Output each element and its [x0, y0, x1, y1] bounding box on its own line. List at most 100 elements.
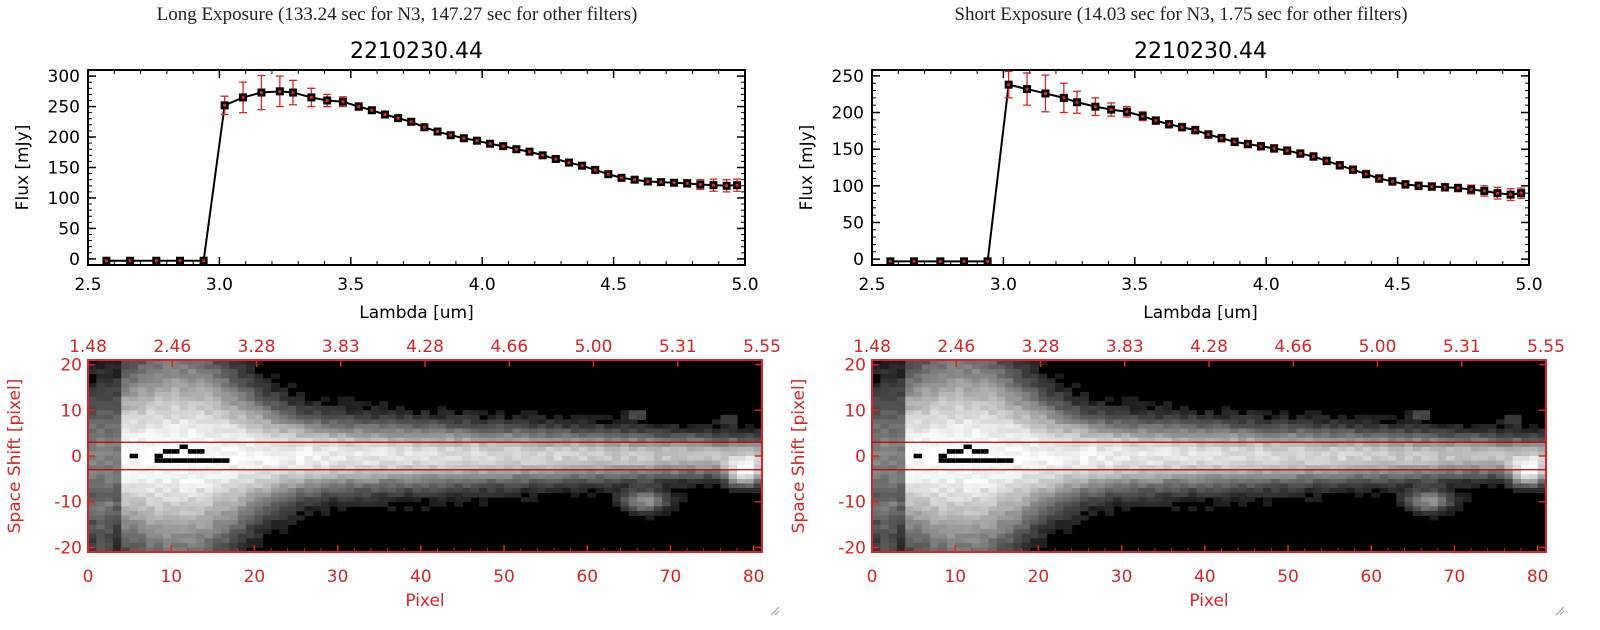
heatmap-cell [88, 446, 97, 452]
heatmap-cell [737, 442, 746, 448]
heatmap-cell [354, 465, 364, 471]
heatmap-cell [1038, 401, 1048, 407]
heatmap-cell [287, 428, 297, 434]
heatmap-cell [1346, 442, 1356, 448]
heatmap-cell [271, 410, 280, 416]
heatmap-cell [905, 378, 915, 384]
heatmap-cell [237, 401, 247, 407]
heatmap-cell [487, 492, 497, 498]
heatmap-cell [1487, 465, 1497, 471]
heatmap-cell [1046, 378, 1056, 384]
heatmap-cell [1346, 465, 1356, 471]
heatmap-cell [1379, 456, 1389, 462]
heatmap-cell [229, 497, 239, 503]
heatmap-cell [1337, 446, 1347, 452]
heatmap-cell [1055, 460, 1064, 466]
heatmap-cell [1146, 428, 1156, 434]
heatmap-cell [938, 373, 948, 379]
heatmap-cell [1229, 478, 1239, 484]
heatmap-cell [1188, 460, 1198, 466]
heatmap-cell [1071, 483, 1081, 489]
heatmap-cell [645, 460, 655, 466]
heatmap-cell [712, 465, 721, 471]
heatmap-cell [96, 488, 106, 494]
heatmap-cell [387, 465, 397, 471]
data-point-center [1154, 119, 1158, 123]
heatmap-cell [1412, 433, 1422, 439]
data-point-center [1167, 122, 1171, 126]
heatmap-cell [1005, 369, 1014, 375]
heatmap-cell [96, 373, 106, 379]
heatmap-cell [1246, 474, 1256, 480]
heatmap-cell [1462, 451, 1472, 457]
heatmap-cell [104, 501, 114, 507]
heatmap-cell [137, 360, 147, 366]
heatmap-cell [1163, 488, 1173, 494]
heatmap-cell [221, 465, 230, 471]
heatmap-cell [1221, 428, 1231, 434]
heatmap-cell [1412, 474, 1422, 480]
x-tick-label: 70 [660, 567, 682, 587]
y-tick-label: 20 [60, 356, 82, 376]
heatmap-cell [1238, 442, 1247, 448]
heatmap-cell [913, 410, 923, 416]
heatmap-cell [88, 442, 97, 448]
heatmap-cell [246, 538, 255, 544]
heatmap-cell [1005, 405, 1014, 411]
heatmap-cell [212, 524, 222, 530]
heatmap-cell [146, 501, 156, 507]
heatmap-cell [129, 360, 139, 366]
heatmap-cell [1346, 437, 1356, 443]
heatmap-cell [1213, 469, 1222, 475]
heatmap-cell [179, 410, 189, 416]
heatmap-cell [1321, 446, 1331, 452]
heatmap-cell [395, 442, 405, 448]
heatmap-cell [1021, 378, 1031, 384]
heatmap-cell [1071, 382, 1081, 388]
heatmap-cell [146, 373, 156, 379]
heatmap-cell [880, 446, 890, 452]
heatmap-cell [1437, 433, 1447, 439]
heatmap-cell [179, 414, 189, 420]
heatmap-cell [162, 405, 172, 411]
heatmap-cell [1021, 410, 1031, 416]
heatmap-cell [179, 437, 189, 443]
heatmap-cell [1238, 501, 1247, 507]
heatmap-cell [1404, 456, 1414, 462]
heatmap-cell [1146, 424, 1156, 430]
heatmap-cell [888, 533, 898, 539]
heatmap-cell [880, 373, 890, 379]
heatmap-cell [1379, 428, 1389, 434]
heatmap-cell [1504, 465, 1514, 471]
heatmap-cell [287, 396, 297, 402]
heatmap-cell [587, 419, 597, 425]
heatmap-cell [1121, 419, 1131, 425]
heatmap-cell [620, 419, 630, 425]
heatmap-cell [196, 469, 205, 475]
heatmap-cell [1030, 401, 1039, 407]
heatmap-cell [963, 401, 973, 407]
heatmap-cell [1021, 419, 1031, 425]
heatmap-cell [246, 469, 255, 475]
heatmap-cell [162, 501, 172, 507]
heatmap-cell [337, 428, 347, 434]
heatmap-cell [254, 387, 264, 393]
heatmap-cell [362, 488, 372, 494]
heatmap-cell [212, 451, 222, 457]
heatmap-cell [1296, 465, 1306, 471]
heatmap-cell [1229, 483, 1239, 489]
heatmap-cell [137, 396, 147, 402]
heatmap-cell [179, 369, 189, 375]
heatmap-cell [595, 488, 605, 494]
heatmap-cell [921, 364, 931, 370]
heatmap-cell [1038, 506, 1048, 512]
heatmap-cell [179, 501, 189, 507]
heatmap-cell [1471, 456, 1480, 462]
heatmap-cell [1121, 414, 1131, 420]
heatmap-cell [1013, 542, 1023, 548]
heatmap-cell [312, 483, 322, 489]
data-point-center [409, 120, 413, 124]
heatmap-cell [1471, 469, 1480, 475]
heatmap-cell [930, 533, 940, 539]
heatmap-cell [404, 424, 414, 430]
